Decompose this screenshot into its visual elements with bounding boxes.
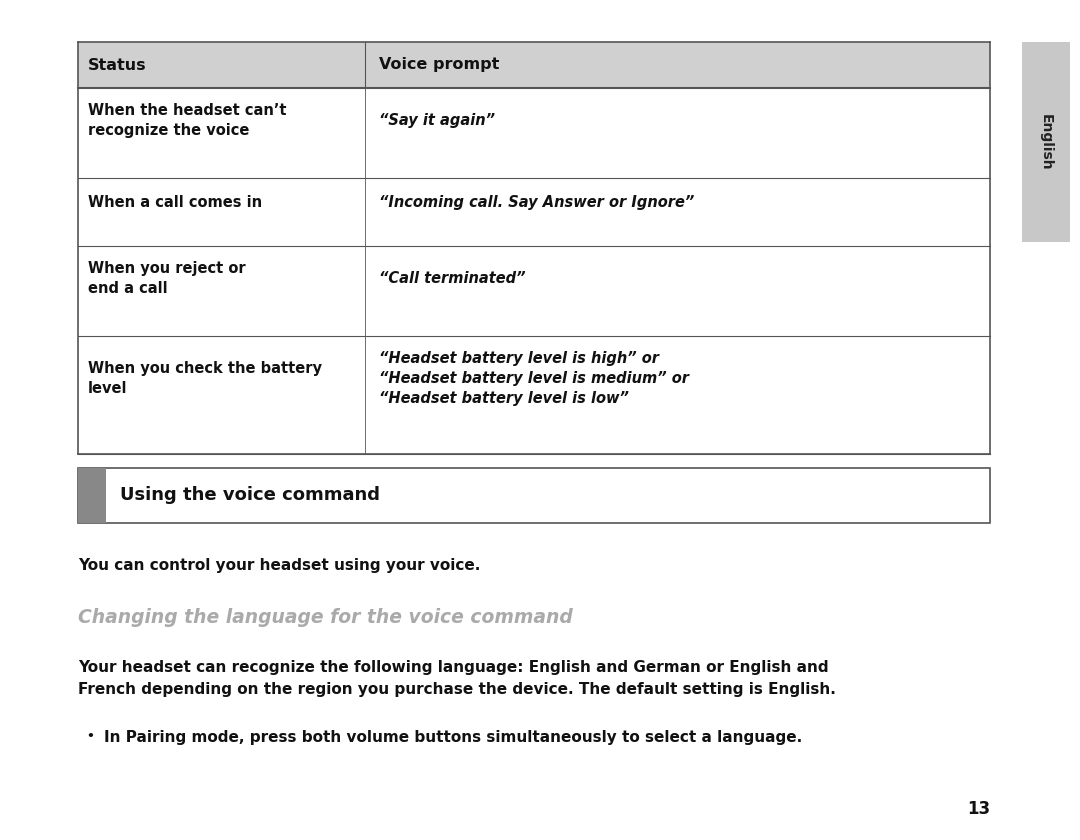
Text: Voice prompt: Voice prompt <box>379 57 500 72</box>
Text: In Pairing mode, press both volume buttons simultaneously to select a language.: In Pairing mode, press both volume butto… <box>104 730 802 745</box>
Text: Changing the language for the voice command: Changing the language for the voice comm… <box>78 608 572 627</box>
Bar <box>1022 42 1070 242</box>
Text: Status: Status <box>87 57 147 72</box>
Bar <box>78 468 106 523</box>
Text: “Call terminated”: “Call terminated” <box>379 270 526 286</box>
Text: English: English <box>1039 113 1053 171</box>
Text: You can control your headset using your voice.: You can control your headset using your … <box>78 558 481 573</box>
Bar <box>78 468 990 523</box>
Text: “Headset battery level is high” or
“Headset battery level is medium” or
“Headset: “Headset battery level is high” or “Head… <box>379 350 689 407</box>
Text: “Say it again”: “Say it again” <box>379 113 496 128</box>
Text: •: • <box>86 730 94 743</box>
Bar <box>78 42 990 88</box>
Text: “Incoming call. Say Answer or Ignore”: “Incoming call. Say Answer or Ignore” <box>379 195 694 210</box>
Text: Your headset can recognize the following language: English and German or English: Your headset can recognize the following… <box>78 660 836 696</box>
Text: 13: 13 <box>967 800 990 818</box>
Text: When you check the battery
level: When you check the battery level <box>87 361 322 396</box>
Text: When you reject or
end a call: When you reject or end a call <box>87 260 245 296</box>
Text: When the headset can’t
recognize the voice: When the headset can’t recognize the voi… <box>87 102 286 138</box>
Text: Using the voice command: Using the voice command <box>120 486 380 505</box>
Text: When a call comes in: When a call comes in <box>87 195 262 210</box>
